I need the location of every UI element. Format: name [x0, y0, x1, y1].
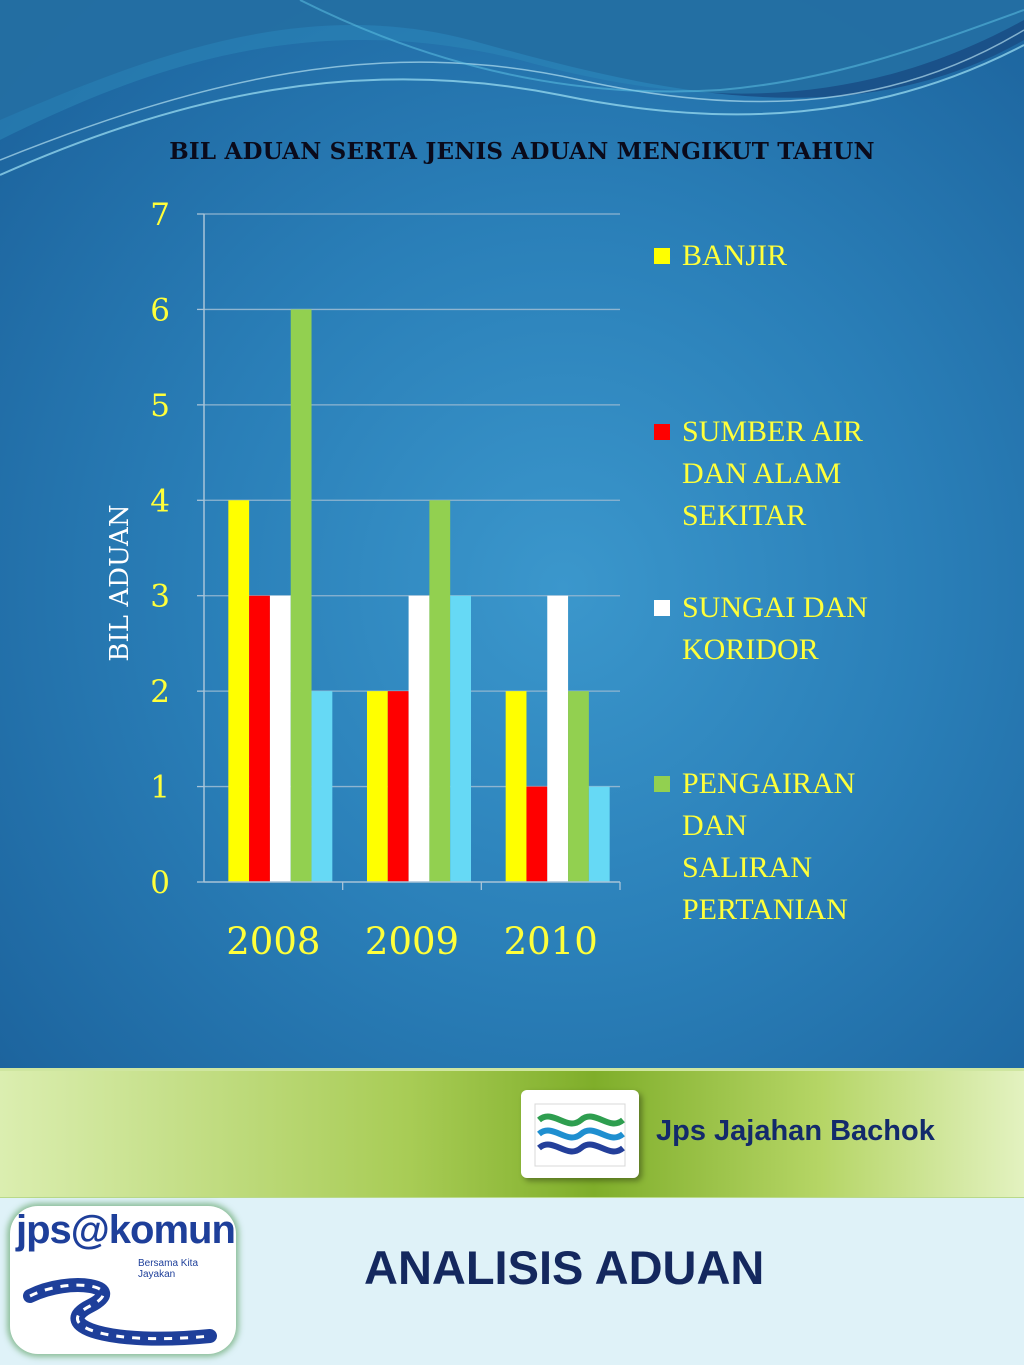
- river-icon: [23, 1278, 217, 1346]
- bar-2009-3: [408, 595, 430, 882]
- decorative-waves: [0, 0, 1024, 176]
- bar-2009-5: [450, 595, 471, 882]
- y-tick-label: 6: [150, 292, 170, 328]
- y-tick-label: 0: [150, 865, 170, 901]
- legend-label: SUNGAI DAN KORIDOR: [682, 591, 868, 666]
- legend-label: SUMBER AIR DAN ALAM SEKITAR: [682, 415, 863, 532]
- logo-text: jps@komuniti: [16, 1208, 236, 1252]
- bar-2010-3: [547, 595, 569, 882]
- y-tick-label: 3: [150, 579, 170, 615]
- wave-logo-icon: [534, 1103, 626, 1167]
- y-tick-label: 1: [150, 770, 170, 806]
- jps-wave-logo: [521, 1090, 639, 1178]
- bar-2009-2: [387, 691, 409, 882]
- x-tick-label: 2008: [226, 920, 320, 963]
- legend-swatch: [654, 424, 670, 440]
- y-axis-label: BIL ADUAN: [105, 504, 135, 662]
- logo-tagline: Bersama Kita Jayakan: [138, 1258, 199, 1280]
- legend-swatch: [654, 248, 670, 264]
- bar-2010-1: [505, 691, 527, 882]
- bar-2008-4: [290, 309, 312, 882]
- bar-2008-3: [269, 595, 291, 882]
- bar-2009-1: [367, 691, 388, 882]
- y-tick-label: 7: [150, 197, 170, 233]
- legend-label: PENGAIRAN DAN SALIRAN PERTANIAN: [682, 767, 856, 926]
- bar-2010-5: [588, 786, 610, 882]
- bar-2008-1: [228, 500, 250, 882]
- y-tick-label: 4: [150, 483, 170, 519]
- bar-2009-4: [429, 500, 451, 882]
- organization-name: Jps Jajahan Bachok: [656, 1115, 935, 1147]
- x-tick-label: 2010: [504, 920, 598, 963]
- bar-chart: 0 1 2 3 4 5 6 7 2008 2009 2010: [150, 197, 621, 963]
- jps-komuniti-logo: jps@komuniti Bersama Kita Jayakan: [10, 1206, 236, 1354]
- legend-swatch: [654, 600, 670, 616]
- page-title: ANALISIS ADUAN: [364, 1241, 765, 1294]
- y-tick-label: 5: [150, 388, 170, 424]
- chart-title: BIL ADUAN SERTA JENIS ADUAN MENGIKUT TAH…: [169, 138, 875, 165]
- legend-swatch: [654, 776, 670, 792]
- chart-slide: BIL ADUAN SERTA JENIS ADUAN MENGIKUT TAH…: [0, 0, 1024, 1068]
- bar-2008-5: [311, 691, 333, 882]
- y-tick-label: 2: [150, 674, 170, 710]
- bar-2010-2: [526, 786, 548, 882]
- x-tick-label: 2009: [365, 920, 459, 963]
- bar-2008-2: [249, 595, 270, 882]
- bar-2010-4: [568, 691, 589, 882]
- legend-label: BANJIR: [682, 239, 788, 272]
